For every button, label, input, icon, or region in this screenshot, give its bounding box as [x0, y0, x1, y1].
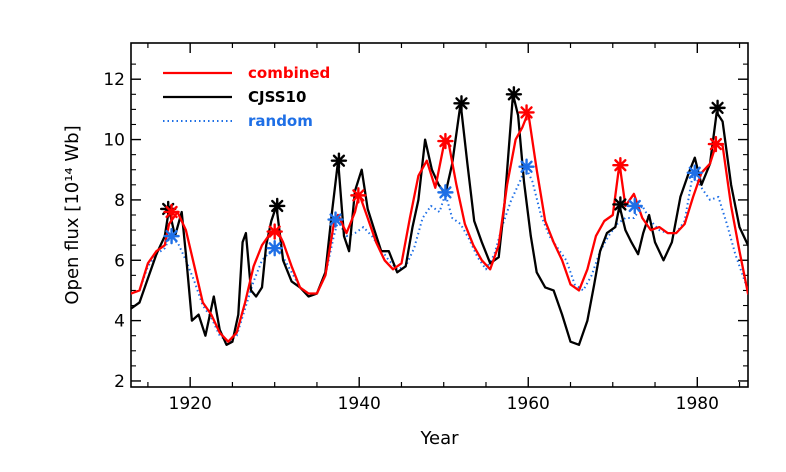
peak-marker-combined: [437, 132, 454, 150]
series-lines: [131, 93, 748, 346]
x-tick-label: 1940: [338, 394, 381, 414]
peak-marker-combined: [163, 203, 180, 221]
series-line-cjss10: [131, 93, 748, 346]
x-axis-title: Year: [419, 428, 459, 449]
legend-label-cjss10: CJSS10: [248, 88, 306, 106]
peak-marker-cjss10: [709, 99, 726, 117]
y-tick-label: 4: [114, 312, 125, 332]
y-axis-title: Open flux [10¹⁴ Wb]: [62, 125, 83, 304]
peak-markers: [159, 86, 726, 257]
peak-marker-random: [686, 164, 703, 181]
peak-marker-random: [163, 227, 180, 245]
peak-marker-cjss10: [612, 196, 629, 213]
peak-marker-random: [626, 197, 643, 215]
peak-marker-random: [437, 184, 454, 201]
peak-marker-cjss10: [330, 152, 348, 169]
peak-marker-combined: [266, 223, 283, 240]
y-tick-label: 6: [114, 251, 125, 271]
peak-marker-cjss10: [453, 95, 470, 112]
peak-marker-random: [518, 158, 535, 175]
series-line-combined: [131, 111, 748, 343]
peak-marker-combined: [350, 187, 367, 204]
legend-label-combined: combined: [248, 64, 330, 82]
peak-marker-random: [327, 211, 344, 228]
peak-marker-combined: [612, 157, 629, 174]
peak-marker-random: [266, 239, 283, 257]
peak-marker-cjss10: [269, 197, 286, 215]
legend: combined CJSS10 random: [163, 64, 330, 130]
x-tick-label: 1960: [507, 394, 550, 414]
peak-marker-combined: [707, 135, 725, 153]
y-tick-label: 12: [103, 70, 125, 90]
x-tick-label: 1980: [676, 394, 719, 414]
y-tick-label: 8: [114, 191, 125, 211]
y-tick-label: 2: [114, 372, 125, 392]
legend-label-random: random: [248, 112, 313, 130]
axis-ticks: 1920 1940 1960 1980 2 4 6 8 10 12: [103, 43, 748, 414]
peak-marker-combined: [518, 104, 535, 121]
x-tick-label: 1920: [169, 394, 212, 414]
peak-marker-cjss10: [505, 86, 523, 103]
y-tick-label: 10: [103, 131, 125, 151]
